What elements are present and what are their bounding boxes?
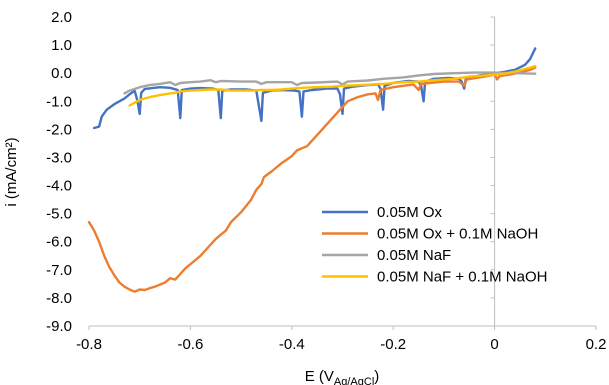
y-tick-label: -9.0	[46, 318, 72, 335]
legend-label: 0.05M Ox	[377, 204, 443, 221]
y-tick-label: 2.0	[51, 9, 72, 26]
y-tick-label: -3.0	[46, 149, 72, 166]
axes	[88, 16, 597, 330]
x-tick-label: 0	[490, 336, 498, 353]
legend: 0.05M Ox 0.05M Ox + 0.1M NaOH 0.05M NaF 0.0…	[322, 204, 547, 286]
x-axis-title-sub: Ag/AgCl	[334, 376, 374, 385]
x-axis-title-main: E (V	[305, 368, 334, 385]
legend-label: 0.05M NaF + 0.1M NaOH	[377, 269, 547, 286]
y-tick-label: -5.0	[46, 206, 72, 223]
series-lines	[87, 47, 537, 293]
series-line-4	[128, 65, 537, 107]
series-line-3	[123, 71, 537, 95]
x-tick-label: 0.2	[586, 336, 607, 353]
y-tick-labels: 2.0 1.0 0.0 -1.0 -2.0 -3.0 -4.0 -5.0 -6.0 -7.0 -8.…	[46, 9, 72, 335]
x-tick-label: -0.6	[177, 336, 203, 353]
legend-label: 0.05M NaF	[377, 247, 451, 264]
series-line-2	[87, 66, 537, 293]
y-tick-label: 0.0	[51, 65, 72, 82]
y-tick-label: -1.0	[46, 93, 72, 110]
y-tick-label: -2.0	[46, 121, 72, 138]
y-tick-label: 1.0	[51, 37, 72, 54]
y-tick-label: -8.0	[46, 290, 72, 307]
y-axis-title: i (mA/cm²)	[3, 137, 20, 206]
x-axis-title-close: )	[374, 368, 379, 385]
y-tick-label: -7.0	[46, 262, 72, 279]
x-tick-label: -0.8	[76, 336, 102, 353]
x-tick-label: -0.4	[279, 336, 305, 353]
x-axis-title: E (VAg/AgCl)	[305, 368, 380, 385]
y-tick-label: -6.0	[46, 234, 72, 251]
legend-label: 0.05M Ox + 0.1M NaOH	[377, 226, 538, 243]
x-tick-labels: -0.8 -0.6 -0.4 -0.2 0 0.2	[76, 336, 606, 353]
y-tick-label: -4.0	[46, 178, 72, 195]
x-tick-label: -0.2	[380, 336, 406, 353]
